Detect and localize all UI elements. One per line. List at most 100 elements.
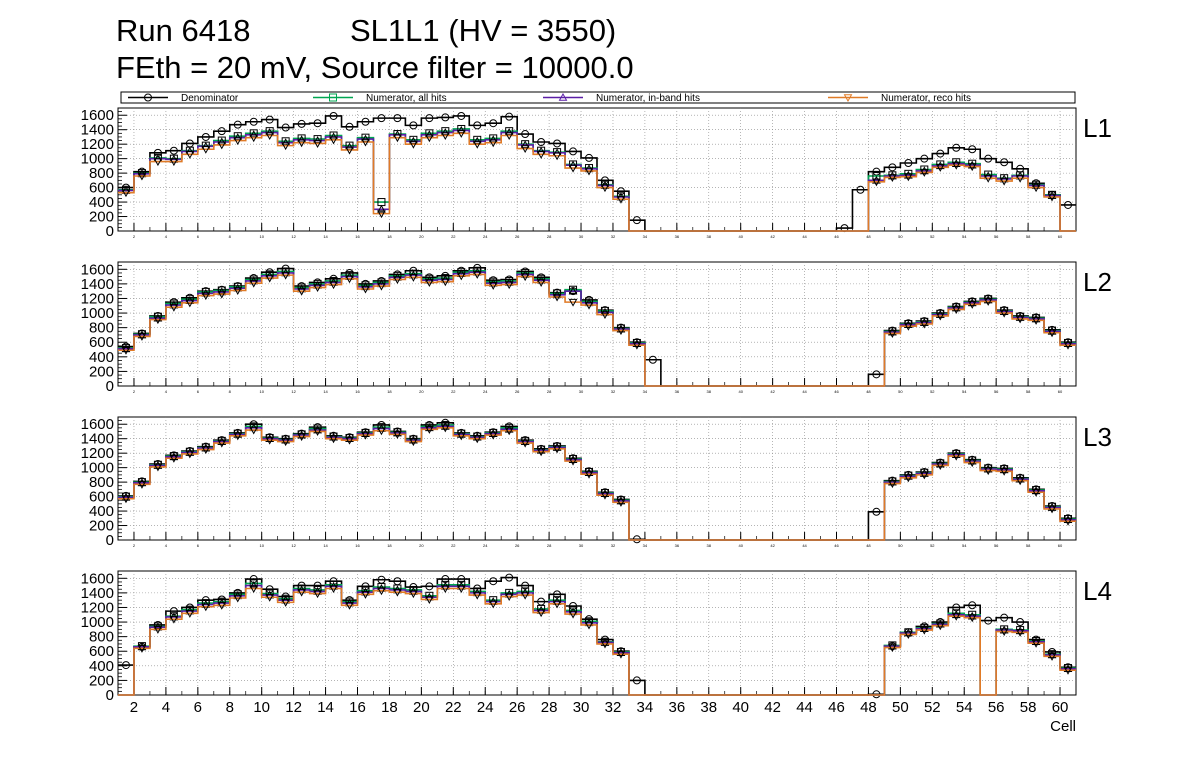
x-tick-label: 56: [994, 389, 999, 394]
all-hits-point: [345, 141, 354, 150]
denominator-point: [553, 139, 562, 148]
y-tick-label: 1000: [81, 305, 114, 322]
reco-point: [1031, 488, 1041, 497]
denominator-point: [505, 573, 514, 582]
reco-point: [153, 158, 163, 167]
denominator-point: [632, 216, 641, 225]
in-band-point: [888, 171, 897, 180]
x-tick-label: 10: [259, 543, 264, 548]
x-tick-label: 54: [962, 234, 967, 239]
reco-point: [552, 445, 562, 454]
reco-point: [983, 298, 993, 306]
in-band-point: [888, 477, 897, 486]
reco-point: [249, 426, 259, 435]
reco-point: [967, 163, 977, 172]
reco-point: [377, 587, 386, 596]
reco-point: [249, 279, 259, 288]
x-tick-label: 38: [707, 234, 712, 239]
reco-point: [233, 432, 243, 441]
x-tick-label: 48: [860, 699, 877, 716]
reco-point: [1015, 315, 1025, 324]
x-tick-label: 10: [259, 234, 264, 239]
reco-point: [520, 591, 530, 600]
reco-point: [504, 281, 514, 290]
reco-point: [600, 640, 610, 649]
x-tick-label: 38: [700, 699, 717, 716]
denominator-point: [616, 187, 625, 196]
reco-point: [361, 431, 370, 440]
in-band-point: [967, 456, 977, 465]
all-hits-point: [297, 134, 306, 143]
x-tick-label: 52: [930, 389, 935, 394]
reco-point: [600, 184, 610, 193]
in-band-point: [1063, 339, 1073, 347]
reco-point: [137, 333, 147, 341]
in-band-point: [935, 619, 945, 628]
in-band-point: [568, 455, 578, 463]
denominator-point: [872, 167, 881, 176]
y-tick-label: 1600: [81, 107, 114, 124]
in-band-point: [520, 140, 530, 149]
reco-point: [951, 612, 961, 621]
reco-point: [1015, 628, 1025, 637]
denominator-point: [201, 132, 210, 141]
in-band-point: [967, 160, 977, 169]
x-tick-label: 18: [387, 389, 392, 394]
in-band-point: [425, 423, 434, 432]
reco-point: [983, 174, 993, 183]
x-tick-label: 20: [419, 543, 424, 548]
y-tick-label: 1200: [81, 290, 114, 307]
reco-point: [1047, 505, 1057, 514]
reco-point: [935, 312, 945, 321]
in-band-point: [472, 432, 482, 441]
reco-point: [233, 594, 243, 603]
y-tick-label: 1400: [81, 585, 114, 602]
y-tick-label: 1400: [81, 431, 114, 448]
reco-point: [584, 621, 594, 630]
reco-point: [904, 173, 913, 182]
in-band-point: [600, 637, 610, 646]
y-tick-label: 0: [106, 687, 114, 704]
x-tick-label: 48: [866, 389, 871, 394]
x-tick-label: 44: [802, 234, 807, 239]
x-tick-label: 6: [197, 234, 200, 239]
reco-point: [1047, 653, 1057, 661]
x-tick-label: 26: [515, 234, 520, 239]
reco-point: [904, 474, 913, 483]
reco-point: [935, 462, 945, 471]
x-tick-label: 56: [988, 699, 1005, 716]
x-tick-label: 60: [1058, 389, 1063, 394]
y-tick-label: 0: [106, 223, 114, 240]
reco-point: [217, 601, 227, 610]
x-tick-label: 58: [1026, 389, 1031, 394]
in-band-point: [983, 295, 993, 304]
reco-point: [425, 596, 434, 604]
all-hits-point: [425, 129, 434, 138]
denominator-point: [872, 370, 881, 379]
reco-point: [616, 195, 626, 204]
reco-point: [329, 281, 338, 290]
x-tick-label: 36: [668, 699, 685, 716]
x-tick-label: 36: [675, 389, 680, 394]
x-tick-label: 24: [483, 389, 488, 394]
reco-point: [520, 145, 530, 154]
reco-point: [904, 631, 913, 639]
x-tick-label: 58: [1026, 234, 1031, 239]
x-tick-label: 12: [291, 543, 296, 548]
denominator-point: [313, 581, 322, 590]
in-band-point: [616, 496, 626, 505]
reco-point: [345, 146, 354, 155]
reco-point: [409, 274, 418, 282]
x-tick-label: 22: [445, 699, 462, 716]
reco-point: [233, 137, 243, 146]
all-hits-point: [217, 136, 226, 145]
in-band-point: [153, 313, 163, 322]
reco-point: [568, 298, 578, 307]
in-band-point: [1015, 626, 1025, 635]
reco-point: [377, 427, 386, 436]
reco-point: [313, 284, 322, 293]
y-tick-label: 600: [89, 180, 114, 197]
square-icon: [329, 93, 337, 102]
in-band-point: [951, 610, 961, 619]
reco-point: [616, 499, 626, 507]
